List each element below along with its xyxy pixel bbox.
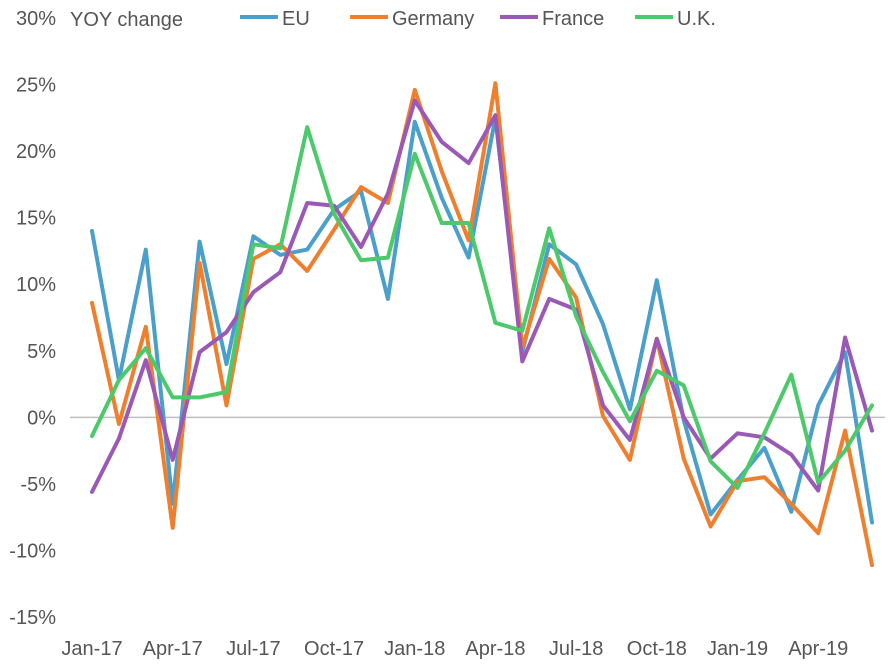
y-tick-label: -5% <box>20 474 56 496</box>
x-tick-label: Jul-18 <box>549 638 603 660</box>
chart-annotation: YOY change <box>70 9 183 31</box>
legend-label: U.K. <box>677 8 716 30</box>
y-tick-label: 5% <box>27 341 56 363</box>
x-tick-label: Jan-19 <box>707 638 768 660</box>
series-lines <box>90 81 874 568</box>
x-tick-label: Apr-17 <box>143 638 203 660</box>
y-tick-label: 15% <box>16 208 56 230</box>
x-tick-label: Oct-18 <box>627 638 687 660</box>
x-tick-label: Jan-18 <box>384 638 445 660</box>
x-tick-label: Apr-19 <box>788 638 848 660</box>
x-axis: Jan-17 Apr-17 Jul-17 Oct-17 Jan-18 Apr-18 Jul-… <box>61 638 848 660</box>
y-tick-label: 20% <box>16 141 56 163</box>
legend-item-eu: EU <box>240 8 310 30</box>
legend-label: EU <box>282 8 310 30</box>
series-line-germany <box>90 81 874 568</box>
x-tick-label: Jul-17 <box>226 638 280 660</box>
x-tick-label: Apr-18 <box>465 638 525 660</box>
y-tick-label: 30% <box>16 8 56 30</box>
y-tick-label: 25% <box>16 75 56 97</box>
legend-item-france: France <box>500 8 604 30</box>
y-tick-label: -10% <box>9 540 56 562</box>
x-tick-label: Oct-17 <box>304 638 364 660</box>
series-line-uk <box>90 125 874 490</box>
legend-label: France <box>542 8 604 30</box>
legend-label: Germany <box>392 8 474 30</box>
x-tick-label: Jan-17 <box>61 638 122 660</box>
series-line-france <box>90 98 874 494</box>
y-tick-label: -15% <box>9 607 56 629</box>
y-tick-label: 0% <box>27 407 56 429</box>
legend-item-germany: Germany <box>350 8 474 30</box>
legend: EU Germany France U.K. <box>240 8 716 30</box>
y-tick-label: 10% <box>16 274 56 296</box>
y-axis: 30% 25% 20% 15% 10% 5% 0% -5% -10% -15% <box>9 8 56 629</box>
legend-item-uk: U.K. <box>635 8 716 30</box>
